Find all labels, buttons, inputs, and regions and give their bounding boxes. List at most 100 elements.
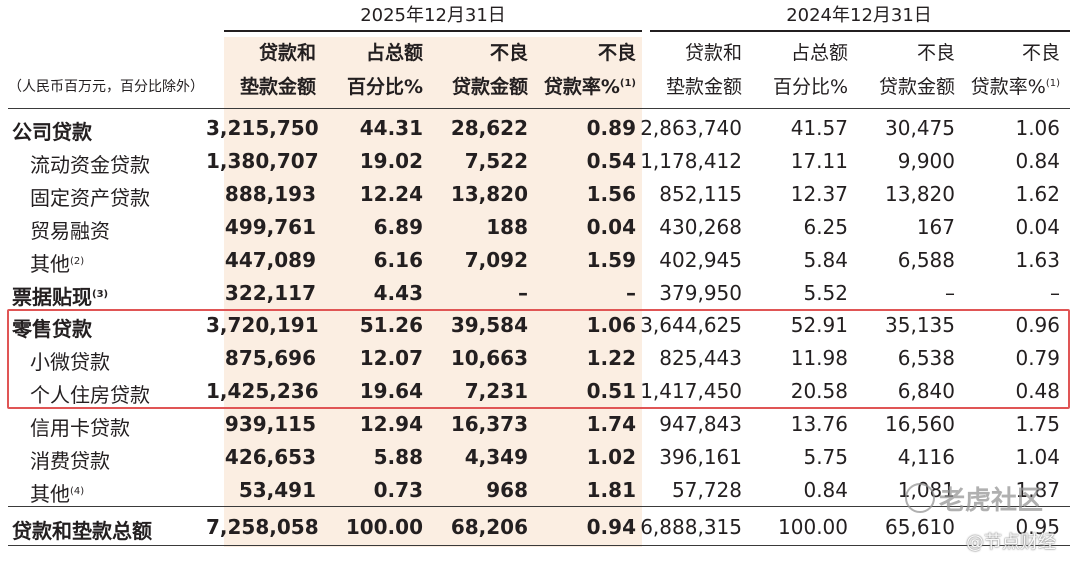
table-cell: – (1050, 281, 1060, 305)
table-cell: 68,206 (450, 515, 528, 539)
retail-loans-highlight-box (7, 309, 1070, 409)
table-cell: 4.43 (373, 281, 423, 305)
table-cell: 11.98 (790, 346, 848, 370)
table-cell: 3,215,750 (206, 116, 319, 140)
column-header-4-line2: 垫款金额 (622, 78, 742, 97)
table-cell: 1,178,412 (640, 149, 742, 173)
table-cell: 19.64 (359, 379, 423, 403)
row-label: 贸易融资 (30, 215, 110, 244)
watermark-author: @节点财经 (966, 532, 1056, 553)
column-header-2-text: 贷款金额 (451, 76, 528, 98)
column-header-1-line1: 占总额 (365, 42, 423, 64)
table-cell: – (626, 281, 636, 305)
table-cell: 5.88 (373, 445, 423, 469)
table-cell: 0.89 (586, 116, 636, 140)
table-cell: 6.25 (803, 215, 848, 239)
table-cell: 6,588 (897, 248, 955, 272)
table-cell: – (518, 281, 528, 305)
table-cell: 426,653 (224, 445, 316, 469)
row-label: 信用卡贷款 (30, 412, 130, 441)
table-cell: 41.57 (790, 116, 848, 140)
table-cell: 1.22 (586, 346, 636, 370)
table-cell: 10,663 (450, 346, 528, 370)
row-label-text: 消费贷款 (30, 449, 110, 473)
table-cell: 35,135 (885, 313, 955, 337)
table-cell: 12.07 (359, 346, 423, 370)
table-cell: 1.06 (1015, 116, 1060, 140)
table-cell: 57,728 (672, 478, 742, 502)
table-cell: 20.58 (790, 379, 848, 403)
row-label-text: 流动资金贷款 (30, 153, 150, 177)
table-cell: 30,475 (885, 116, 955, 140)
table-cell: 0.84 (1015, 149, 1060, 173)
table-cell: 0.73 (373, 478, 423, 502)
column-header-6-text: 贷款金额 (878, 76, 955, 98)
table-cell: 5.52 (803, 281, 848, 305)
table-cell: 1,417,450 (640, 379, 742, 403)
table-cell: 1.74 (586, 412, 636, 436)
table-cell: 100.00 (778, 515, 848, 539)
table-cell: 16,373 (450, 412, 528, 436)
table-cell: 396,161 (659, 445, 742, 469)
table-cell: – (945, 281, 955, 305)
table-cell: 167 (916, 215, 955, 239)
column-header-7-line1: 不良 (1021, 42, 1060, 64)
table-cell: 825,443 (659, 346, 742, 370)
row-footnote: (4) (70, 486, 85, 497)
row-label: 其他(2) (30, 248, 84, 277)
period-2024: 2024年12月31日 (786, 5, 932, 26)
row-label: 票据贴现(3) (12, 281, 108, 310)
table-cell: 1.62 (1015, 182, 1060, 206)
table-cell: 51.26 (359, 313, 423, 337)
table-cell: 6.16 (373, 248, 423, 272)
table-cell: 13,820 (885, 182, 955, 206)
row-label-text: 票据贴现 (12, 285, 92, 309)
table-cell: 16,560 (885, 412, 955, 436)
period-2025: 2025年12月31日 (360, 5, 506, 26)
table-cell: 852,115 (659, 182, 742, 206)
table-cell: 2,863,740 (640, 116, 742, 140)
table-cell: 0.48 (1015, 379, 1060, 403)
row-label: 零售贷款 (12, 313, 92, 342)
column-header-2-line1: 不良 (489, 42, 528, 64)
row-label-text: 小微贷款 (30, 350, 110, 374)
table-cell: 12.24 (359, 182, 423, 206)
table-cell: 1.75 (1015, 412, 1060, 436)
tiger-logo-icon (905, 483, 935, 513)
row-label-text: 公司贷款 (12, 120, 92, 144)
table-cell: 968 (486, 478, 528, 502)
table-cell: 430,268 (659, 215, 742, 239)
table-cell: 0.94 (586, 515, 636, 539)
table-cell: 52.91 (790, 313, 848, 337)
table-cell: 3,644,625 (640, 313, 742, 337)
current-period-highlight (224, 37, 642, 547)
row-label: 贷款和垫款总额 (12, 515, 152, 544)
total-rule-top (8, 506, 1070, 507)
table-cell: 1.63 (1015, 248, 1060, 272)
footnote-marker: (1) (619, 78, 636, 89)
row-label: 公司贷款 (12, 116, 92, 145)
watermark-tiger-community: 老虎社区 (905, 480, 1043, 517)
column-header-0-line2: 垫款金额 (196, 78, 316, 97)
row-label: 消费贷款 (30, 445, 110, 474)
table-cell: 947,843 (659, 412, 742, 436)
table-cell: 7,522 (464, 149, 528, 173)
table-cell: 1,380,707 (206, 149, 319, 173)
footnote-marker: (1) (1045, 78, 1060, 89)
column-header-6-line2: 贷款金额 (835, 78, 955, 97)
table-cell: 875,696 (224, 346, 316, 370)
row-label-text: 固定资产贷款 (30, 186, 150, 210)
table-cell: 0.96 (1015, 313, 1060, 337)
row-label: 固定资产贷款 (30, 182, 150, 211)
column-header-3-line1: 不良 (597, 42, 636, 64)
table-cell: 0.04 (586, 215, 636, 239)
table-cell: 0.04 (1015, 215, 1060, 239)
table-cell: 0.79 (1015, 346, 1060, 370)
column-header-3-line2: 贷款率%(1) (508, 78, 636, 97)
table-cell: 1.59 (586, 248, 636, 272)
table-cell: 7,092 (464, 248, 528, 272)
table-cell: 6,840 (897, 379, 955, 403)
row-footnote: (2) (70, 256, 85, 267)
table-cell: 7,231 (464, 379, 528, 403)
column-header-3-text: 贷款率% (543, 76, 620, 98)
